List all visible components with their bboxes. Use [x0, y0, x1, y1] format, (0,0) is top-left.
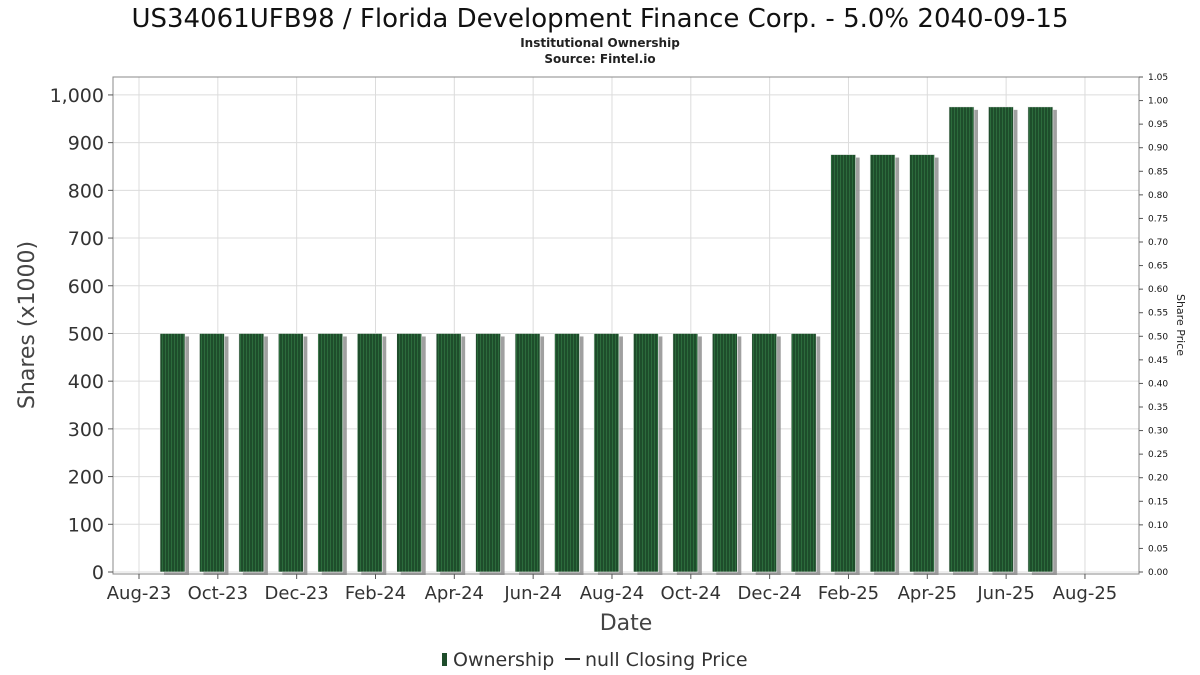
y2-tick-label: 0.85	[1148, 167, 1168, 177]
ownership-bar	[593, 333, 620, 573]
ownership-bar	[751, 333, 778, 573]
ownership-bar	[909, 154, 935, 573]
legend-ownership-label: Ownership	[453, 649, 554, 671]
plot-frame	[112, 76, 1140, 575]
ownership-bar	[672, 333, 699, 573]
y2-tick-label: 1.00	[1148, 97, 1168, 107]
y2-axis-label: Share Price	[1174, 294, 1187, 356]
legend-ownership-swatch	[442, 653, 447, 666]
y-tick-label: 100	[68, 514, 104, 536]
y2-tick-label: 0.35	[1148, 403, 1168, 413]
y2-tick-label: 1.05	[1148, 73, 1168, 83]
chart-title: US34061UFB98 / Florida Development Finan…	[131, 4, 1068, 34]
ownership-bar	[790, 333, 817, 573]
y2-tick-label: 0.70	[1148, 238, 1168, 248]
x-tick-label: Oct-23	[188, 583, 249, 604]
y2-tick-label: 0.50	[1148, 332, 1168, 342]
ownership-bar	[317, 333, 344, 573]
y2-tick-label: 0.25	[1148, 450, 1168, 460]
x-tick-label: Feb-25	[818, 583, 879, 604]
x-axis-ticks: Aug-23 Oct-23 Dec-23 Feb-24 Apr-24 Jun-24 Aug-…	[107, 574, 1118, 604]
ownership-bar	[356, 333, 383, 573]
x-axis-label: Date	[600, 611, 653, 636]
ownership-bar	[514, 333, 541, 573]
y2-tick-label: 0.55	[1148, 309, 1168, 319]
ownership-bar	[238, 333, 265, 573]
ownership-bar	[830, 154, 856, 573]
ownership-bar	[988, 106, 1014, 573]
bars	[159, 106, 1057, 575]
y-tick-label: 800	[68, 180, 104, 202]
y2-axis-ticks: 0.00 0.05 0.10 0.15 0.20 0.25 0.30 0.35 0.40 0.45…	[1139, 73, 1168, 578]
y-tick-label: 1,000	[50, 85, 104, 107]
ownership-bar	[633, 333, 659, 573]
x-tick-label: Dec-24	[738, 583, 802, 604]
ownership-bar	[554, 333, 580, 573]
ownership-bar	[475, 333, 501, 573]
legend-closing-price-label: null Closing Price	[585, 649, 748, 671]
y2-tick-label: 0.40	[1148, 379, 1168, 389]
y2-tick-label: 0.05	[1148, 544, 1168, 554]
ownership-bar	[278, 333, 304, 573]
ownership-bar	[1027, 106, 1054, 573]
y-tick-label: 700	[68, 228, 104, 250]
ownership-bar	[869, 154, 896, 573]
chart-subtitle-line-1: Institutional Ownership	[520, 36, 680, 50]
y2-tick-label: 0.60	[1148, 285, 1168, 295]
y-axis-ticks: 0 100 200 300 400 500 600 700 800 900 1,000	[50, 85, 113, 584]
y-tick-label: 0	[92, 562, 104, 584]
y-tick-label: 500	[68, 323, 104, 345]
y2-tick-label: 0.75	[1148, 214, 1168, 224]
x-tick-label: Jun-25	[976, 583, 1035, 604]
chart-subtitle-line-2: Source: Fintel.io	[544, 52, 655, 66]
x-tick-label: Aug-23	[107, 583, 172, 604]
x-tick-label: Apr-24	[425, 583, 484, 604]
y2-tick-label: 0.80	[1148, 191, 1168, 201]
y2-tick-label: 0.20	[1148, 474, 1168, 484]
y2-tick-label: 0.90	[1148, 144, 1168, 154]
y-tick-label: 300	[68, 419, 104, 441]
x-tick-label: Aug-24	[580, 583, 645, 604]
y2-tick-label: 0.65	[1148, 262, 1168, 272]
ownership-bar	[199, 333, 225, 573]
y2-tick-label: 0.10	[1148, 521, 1168, 531]
legend: Ownership null Closing Price	[442, 649, 748, 671]
y2-tick-label: 0.30	[1148, 427, 1168, 437]
x-tick-label: Aug-25	[1053, 583, 1118, 604]
y-tick-label: 200	[68, 467, 104, 489]
y-tick-label: 600	[68, 276, 104, 298]
x-tick-label: Dec-23	[265, 583, 329, 604]
y-tick-label: 900	[68, 133, 104, 155]
x-tick-label: Jun-24	[503, 583, 562, 604]
ownership-bar	[711, 333, 738, 573]
y2-tick-label: 0.45	[1148, 356, 1168, 366]
y2-tick-label: 0.00	[1148, 568, 1168, 578]
y2-tick-label: 0.95	[1148, 120, 1168, 130]
ownership-bar	[948, 106, 975, 573]
x-tick-label: Feb-24	[345, 583, 406, 604]
x-tick-label: Apr-25	[898, 583, 957, 604]
y2-tick-label: 0.15	[1148, 497, 1168, 507]
y-axis-label: Shares (x1000)	[15, 241, 40, 409]
ownership-bar	[159, 333, 186, 573]
ownership-bar	[396, 333, 423, 573]
x-tick-label: Oct-24	[661, 583, 722, 604]
y-tick-label: 400	[68, 371, 104, 393]
ownership-bar	[435, 333, 462, 573]
